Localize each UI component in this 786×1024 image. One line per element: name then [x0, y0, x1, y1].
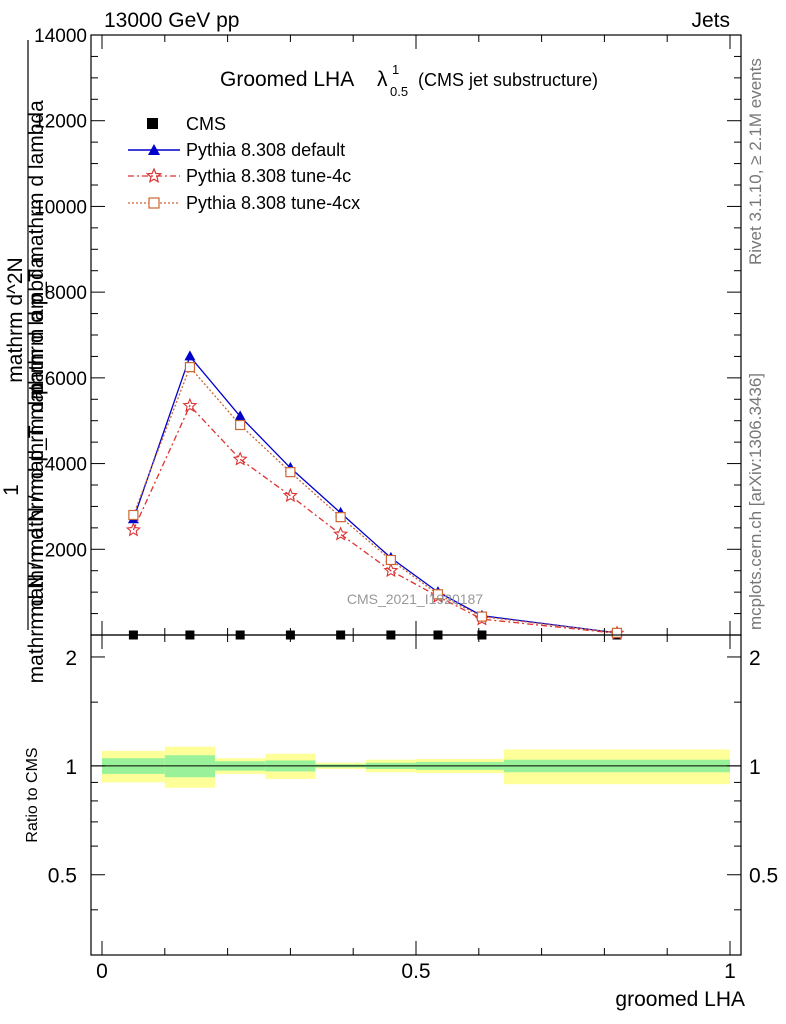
ratio-ytick-label-right: 1 — [749, 756, 761, 779]
xtick-label: 0.5 — [401, 960, 430, 983]
title-lambda: λ — [377, 68, 388, 91]
ratio-ytick-label-right: 0.5 — [749, 865, 778, 888]
legend-label-default: Pythia 8.308 default — [186, 140, 345, 160]
ratio-panel-frame — [90, 634, 742, 956]
point-tune4cx — [476, 611, 488, 622]
ylabel-one: 1 — [0, 484, 23, 496]
ylabel-prefix: mathrm d N / mathrm d p — [25, 383, 48, 616]
point-tune4cx — [335, 512, 346, 523]
x-axis-label: groomed LHA — [615, 988, 745, 1011]
main-y-axis-label: mathrm d^2N mathrm d p_T mathrm d lambda… — [0, 40, 48, 683]
header-right: Jets — [691, 9, 730, 32]
mcplots-label: mcplots.cern.ch [arXiv:1306.3436] — [746, 373, 765, 630]
legend-marker-tune4cx — [148, 197, 160, 209]
point-tune4cx — [432, 589, 444, 600]
point-tune4c — [333, 526, 349, 541]
point-tune4c — [282, 487, 298, 503]
point-tune4c — [125, 522, 141, 537]
title-paren: (CMS jet substructure) — [418, 70, 598, 90]
main-ytick-label: 14000 — [34, 26, 87, 47]
main-ytick-label: 12000 — [34, 112, 87, 133]
series-line-open-square — [132, 365, 618, 634]
point-default — [184, 350, 196, 361]
main-y-ticks: 2000 4000 6000 8000 10000 12000 14000 — [34, 26, 741, 615]
ylabel-den: mathrm d p_T mathrm d lambda — [25, 100, 48, 400]
point-tune4c — [232, 451, 248, 466]
main-ytick-label: 2000 — [45, 540, 87, 561]
rivet-label: Rivet 3.1.10, ≥ 2.1M events — [746, 58, 765, 265]
main-ytick-label: 6000 — [45, 369, 87, 390]
ratio-ytick-label: 0.5 — [48, 865, 77, 888]
chart-title: Groomed LHA λ 1 0.5 (CMS jet substructur… — [220, 62, 598, 99]
ratio-bands — [91, 746, 741, 788]
main-ytick-label: 4000 — [45, 455, 87, 476]
watermark: CMS_2021_I1920187 — [347, 591, 483, 607]
title-sub: 0.5 — [390, 84, 408, 99]
xtick-label: 0 — [96, 960, 108, 983]
ylabel-num: mathrm d^2N — [4, 257, 27, 382]
legend: CMS Pythia 8.308 default Pythia 8.308 tu… — [128, 114, 360, 213]
point-default — [234, 410, 246, 421]
ratio-axes: 0.5 0.5 1 1 2 2 0 0.5 1 — [48, 635, 778, 983]
ratio-ytick-label: 2 — [65, 647, 77, 670]
point-tune4c — [182, 397, 198, 413]
title-main: Groomed LHA — [220, 68, 354, 91]
xtick-label: 1 — [724, 960, 736, 983]
legend-marker-cms — [147, 118, 158, 129]
ratio-y-label: Ratio to CMS — [24, 747, 41, 842]
legend-marker-default — [148, 144, 160, 155]
legend-label-tune4c: Pythia 8.308 tune-4c — [186, 166, 351, 186]
title-sup: 1 — [392, 62, 399, 77]
main-ytick-label: 8000 — [45, 283, 87, 304]
header-left: 13000 GeV pp — [104, 9, 239, 32]
legend-label-cms: CMS — [186, 114, 226, 134]
ratio-ytick-label-right: 2 — [749, 647, 761, 670]
legend-marker-tune4c — [145, 167, 163, 183]
point-tune4cx — [184, 362, 196, 373]
point-tune4cx — [611, 627, 623, 638]
legend-label-tune4cx: Pythia 8.308 tune-4cx — [186, 193, 360, 213]
point-tune4cx — [235, 419, 246, 431]
point-tune4cx — [285, 467, 296, 478]
ratio-ytick-label: 1 — [65, 756, 77, 779]
point-tune4cx — [128, 509, 139, 521]
main-ytick-label: 10000 — [34, 197, 87, 218]
ylabel-full: mathrm d N / mathrm d p_T mathrm d lambd… — [25, 256, 48, 683]
point-tune4cx — [385, 554, 396, 566]
point-tune4c — [383, 562, 399, 578]
